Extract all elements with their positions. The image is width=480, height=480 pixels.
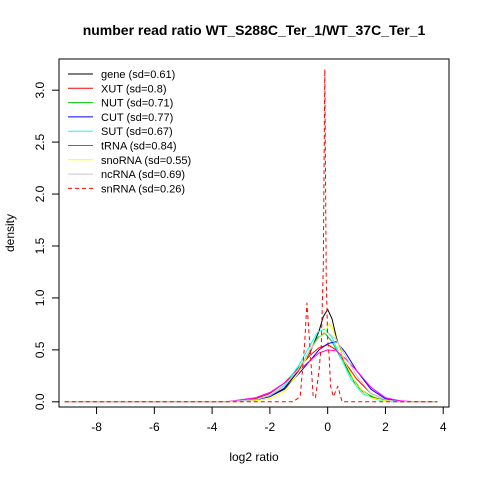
y-axis-title: density <box>3 214 17 252</box>
legend-label: NUT (sd=0.71) <box>101 98 173 110</box>
plot-frame <box>58 58 450 408</box>
series-line-snorna <box>64 323 438 403</box>
x-tick-label: -2 <box>265 420 276 434</box>
x-tick-label: -4 <box>207 420 218 434</box>
y-tick-label: 3.0 <box>33 82 47 99</box>
legend-label: snRNA (sd=0.26) <box>101 183 185 195</box>
legend-label: snoRNA (sd=0.55) <box>101 155 191 167</box>
x-tick-label: 4 <box>440 420 447 434</box>
y-tick-label: 0.0 <box>33 393 47 410</box>
y-tick-label: 2.0 <box>33 185 47 202</box>
legend-label: tRNA (sd=0.84) <box>101 141 177 153</box>
legend: gene (sd=0.61) XUT (sd=0.8) NUT (sd=0.71) C… <box>68 69 191 195</box>
y-axis: 0.0 0.5 1.0 1.5 2.0 2.5 3.0 <box>33 82 59 410</box>
y-tick-label: 0.5 <box>33 341 47 358</box>
x-tick-label: -8 <box>91 420 102 434</box>
legend-label: SUT (sd=0.67) <box>101 126 173 138</box>
legend-label: XUT (sd=0.8) <box>101 83 167 95</box>
y-tick-label: 1.0 <box>33 289 47 306</box>
legend-label: CUT (sd=0.77) <box>101 112 173 124</box>
series-line-ncrna <box>64 331 438 403</box>
series-line-snrna <box>64 68 438 403</box>
x-tick-label: 2 <box>382 420 389 434</box>
y-tick-label: 2.5 <box>33 133 47 150</box>
chart-title: number read ratio WT_S288C_Ter_1/WT_37C_… <box>83 22 426 38</box>
legend-label: gene (sd=0.61) <box>101 69 175 81</box>
series-layer <box>64 68 438 403</box>
x-axis-title: log2 ratio <box>229 450 279 464</box>
x-tick-label: -6 <box>149 420 160 434</box>
legend-label: ncRNA (sd=0.69) <box>101 169 185 181</box>
series-line-trna <box>64 349 438 403</box>
x-axis: -8 -6 -4 -2 0 2 4 <box>91 407 447 434</box>
y-tick-label: 1.5 <box>33 237 47 254</box>
x-tick-label: 0 <box>324 420 331 434</box>
